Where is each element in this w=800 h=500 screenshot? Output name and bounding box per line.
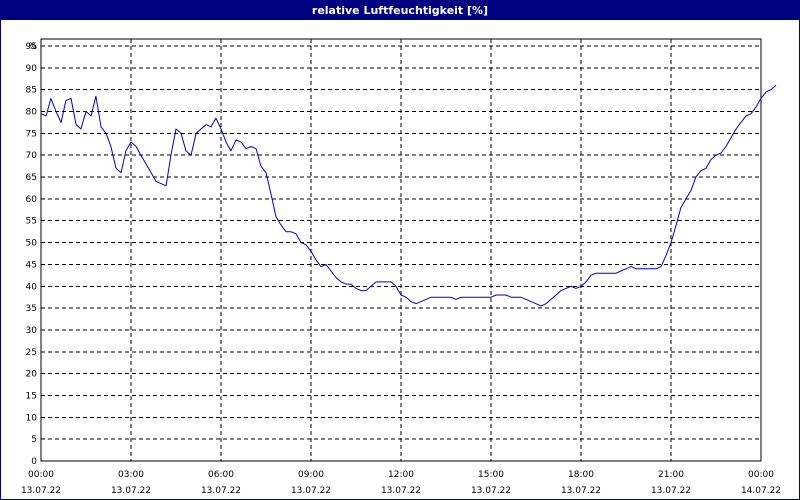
humidity-line: [40, 84, 777, 307]
y-tick-label: 75: [26, 129, 37, 139]
y-tick-label: 60: [26, 195, 38, 205]
x-tick-time: 15:00: [478, 470, 504, 480]
x-tick-time: 21:00: [658, 470, 684, 480]
x-tick-time: 00:00: [28, 470, 54, 480]
y-tick-label: 20: [26, 370, 38, 380]
x-tick-date: 13.07.22: [471, 486, 511, 496]
y-tick-label: 5: [31, 435, 37, 445]
y-tick-label: 30: [26, 326, 38, 336]
y-axis: 0 5 10 15 20 25 30 35 40 45 50 55 60 65 70 75 80 85 90 95: [26, 42, 38, 467]
y-tick-label: 70: [26, 151, 38, 161]
y-tick-label: 40: [26, 282, 38, 292]
x-tick-date: 14.07.22: [741, 486, 781, 496]
x-tick-date: 13.07.22: [381, 486, 421, 496]
chart-title: relative Luftfeuchtigkeit [%]: [1, 1, 799, 20]
x-tick-time: 06:00: [208, 470, 234, 480]
y-tick-label: 10: [26, 413, 38, 423]
y-tick-label: 25: [26, 348, 37, 358]
y-tick-label: 85: [26, 86, 37, 96]
x-tick-date: 13.07.22: [291, 486, 331, 496]
x-tick-time: 09:00: [298, 470, 324, 480]
grid: [41, 39, 761, 461]
x-tick-date: 13.07.22: [111, 486, 151, 496]
y-tick-label: 90: [26, 64, 38, 74]
x-tick-time: 03:00: [118, 470, 144, 480]
x-tick-date: 13.07.22: [561, 486, 601, 496]
y-tick-label: 45: [26, 260, 37, 270]
y-tick-label: 55: [26, 217, 37, 227]
y-tick-label: 0: [31, 457, 37, 467]
plot-area: [40, 38, 762, 462]
y-axis-unit: %: [28, 42, 37, 52]
y-tick-label: 50: [26, 239, 38, 249]
series: [40, 84, 777, 307]
x-axis: 00:00 13.07.22 03:00 13.07.22 06:00 13.07.22 0…: [21, 470, 781, 496]
y-tick-label: 80: [26, 108, 38, 118]
y-tick-label: 15: [26, 391, 37, 401]
x-tick-date: 13.07.22: [21, 486, 61, 496]
x-tick-time: 18:00: [568, 470, 594, 480]
x-tick-date: 13.07.22: [201, 486, 241, 496]
plot-frame: [40, 38, 762, 462]
x-tick-date: 13.07.22: [651, 486, 691, 496]
x-tick-time: 00:00: [748, 470, 774, 480]
y-tick-label: 65: [26, 173, 37, 183]
y-tick-label: 35: [26, 304, 37, 314]
y-tick-label: 95: [26, 42, 37, 52]
x-tick-time: 12:00: [388, 470, 414, 480]
